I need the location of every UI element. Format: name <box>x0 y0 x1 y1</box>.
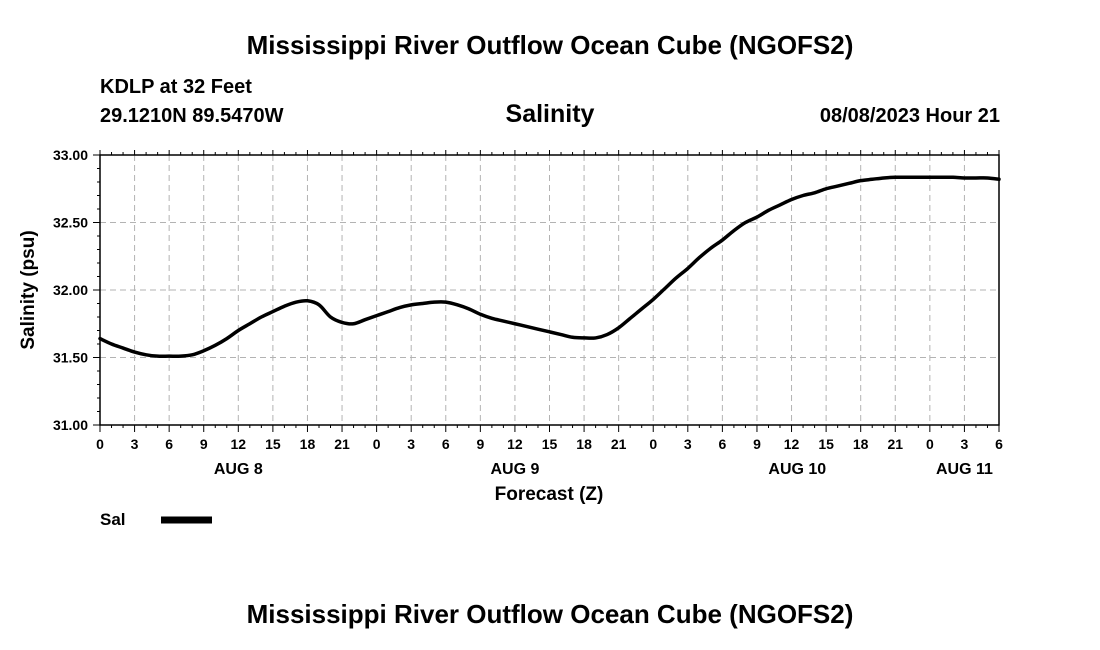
x-tick-label: 21 <box>887 436 903 452</box>
x-tick-label: 0 <box>96 436 104 452</box>
x-tick-label: 15 <box>265 436 281 452</box>
day-label: AUG 11 <box>936 461 993 478</box>
x-tick-label: 3 <box>961 436 969 452</box>
y-tick-label: 32.50 <box>53 215 88 231</box>
x-tick-label: 15 <box>818 436 834 452</box>
x-tick-label: 6 <box>718 436 726 452</box>
day-label: AUG 8 <box>214 461 263 478</box>
x-tick-label: 0 <box>926 436 934 452</box>
x-tick-label: 3 <box>131 436 139 452</box>
x-tick-label: 6 <box>995 436 1003 452</box>
chart-title: Mississippi River Outflow Ocean Cube (NG… <box>246 30 854 60</box>
legend-label-sal: Sal <box>100 510 126 529</box>
x-tick-label: 12 <box>231 436 247 452</box>
x-tick-label: 6 <box>442 436 450 452</box>
y-tick-label: 33.00 <box>53 147 88 163</box>
plot-frame <box>99 154 1000 426</box>
x-tick-label: 18 <box>853 436 869 452</box>
axis-labels: 0 3 6 9 12 15 18 21 0 3 6 9 12 15 18 21 0 3 6 9 12 15 18 21 0 3 6 3… <box>53 147 1003 478</box>
x-tick-label: 9 <box>476 436 484 452</box>
axis-ticks <box>93 150 1000 432</box>
x-tick-label: 21 <box>611 436 627 452</box>
footer-title: Mississippi River Outflow Ocean Cube (NG… <box>246 599 854 629</box>
x-tick-label: 9 <box>753 436 761 452</box>
x-tick-label: 21 <box>334 436 350 452</box>
x-tick-label: 18 <box>300 436 316 452</box>
y-axis-label: Salinity (psu) <box>18 230 39 349</box>
x-tick-label: 9 <box>200 436 208 452</box>
x-tick-label: 12 <box>784 436 800 452</box>
x-tick-label: 12 <box>507 436 523 452</box>
x-tick-label: 0 <box>373 436 381 452</box>
variable-title: Salinity <box>505 100 595 128</box>
forecast-datetime: 08/08/2023 Hour 21 <box>819 105 1000 127</box>
day-label: AUG 9 <box>490 461 539 478</box>
station-label: KDLP at 32 Feet <box>100 76 252 98</box>
x-tick-label: 15 <box>542 436 558 452</box>
y-tick-label: 32.00 <box>53 282 88 298</box>
station-coordinates: 29.1210N 89.5470W <box>100 105 284 127</box>
x-tick-label: 6 <box>165 436 173 452</box>
y-tick-label: 31.00 <box>53 417 88 433</box>
x-tick-label: 3 <box>407 436 415 452</box>
x-tick-label: 0 <box>649 436 657 452</box>
grid-lines <box>100 155 999 425</box>
x-axis-label: Forecast (Z) <box>495 484 604 505</box>
x-tick-label: 18 <box>576 436 592 452</box>
series-line-sal <box>98 175 1001 358</box>
day-label: AUG 10 <box>768 461 826 478</box>
x-tick-label: 3 <box>684 436 692 452</box>
y-tick-label: 31.50 <box>53 350 88 366</box>
